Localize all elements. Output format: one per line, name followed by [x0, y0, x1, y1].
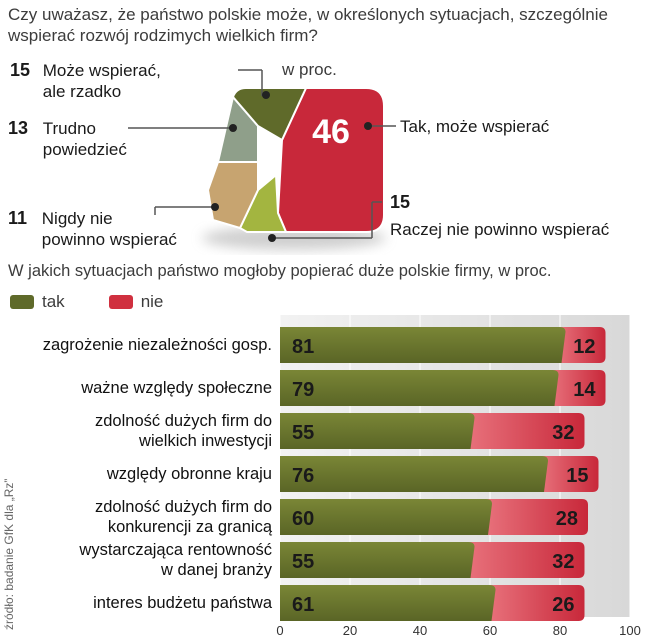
bar-nie: [550, 370, 606, 406]
pie-label-line: ale rzadko: [42, 82, 122, 101]
x-tick-label: 40: [413, 623, 427, 638]
pie-value-nigdy-nie: 11: [8, 208, 28, 228]
source-note: źródło: badanie GfK dla „Rz”: [2, 478, 16, 630]
pie-label-raczej-nie: 15 Raczej nie powinno wspierać: [390, 192, 609, 240]
bar-label-nie: 12: [573, 336, 595, 358]
leader-dot: [262, 91, 270, 99]
category-label-line: wielkich inwestycji: [139, 432, 272, 450]
pie-slice-tak: [276, 87, 385, 233]
category-label-line: w danej branży: [161, 561, 272, 579]
pie-label-line: Raczej nie powinno wspierać: [390, 220, 610, 239]
category-label: interes budżetu państwa: [6, 593, 272, 613]
pie-chart: 46: [128, 69, 396, 250]
bar-tak: [280, 542, 475, 578]
bar-nie: [466, 413, 585, 449]
pie-label-line: Trudno: [42, 119, 96, 138]
category-label: względy obronne kraju: [6, 464, 272, 484]
category-label-line: względy obronne kraju: [106, 465, 272, 483]
bar-nie: [557, 327, 606, 363]
bar-nie: [540, 456, 599, 492]
pie-label-line: powiedzieć: [42, 140, 127, 159]
pie-slice-moze-rzadko: [231, 87, 308, 142]
bar-label-nie: 15: [566, 465, 588, 487]
category-label-line: zagrożenie niezależności gosp.: [42, 336, 272, 354]
pie-value-tak: 46: [312, 113, 350, 151]
pie-label-tak: Tak, może wspierać: [400, 117, 550, 136]
pie-label-moze-rzadko: 15 Może wspierać, ale rzadko: [10, 60, 161, 102]
bar-nie: [466, 542, 585, 578]
legend-swatch-tak: [10, 295, 34, 309]
pie-value-moze-rzadko: 15: [10, 60, 31, 80]
category-label: zagrożenie niezależności gosp.: [6, 335, 272, 355]
legend-swatch-nie: [108, 295, 133, 309]
legend-label-nie: nie: [140, 292, 164, 311]
bar-label-tak: 61: [292, 594, 314, 616]
bar-chart: 81 12 79 14 55 32 76 15 60 28 55 32 61 26 0 20 40 60 80 10…: [276, 315, 641, 638]
category-label-line: wystarczająca rentowność: [79, 541, 272, 559]
leader-dot: [211, 203, 219, 211]
bar-tak: [280, 585, 496, 621]
x-tick-label: 20: [343, 623, 357, 638]
bar-label-nie: 32: [552, 551, 574, 573]
bar-label-tak: 60: [292, 508, 314, 530]
legend: tak nie: [10, 292, 163, 312]
pie-label-line: Może wspierać,: [42, 61, 161, 80]
x-tick-label: 80: [553, 623, 567, 638]
leader-dot: [229, 124, 237, 132]
pie-unit: w proc.: [282, 60, 337, 79]
bar-label-tak: 79: [292, 379, 314, 401]
bar-tak: [280, 413, 475, 449]
bar-nie: [484, 499, 588, 535]
category-label-line: zdolność dużych firm do: [95, 412, 272, 430]
bar-tak: [280, 370, 559, 406]
pie-label-trudno: 13 Trudno powiedzieć: [8, 118, 127, 160]
category-label-line: interes budżetu państwa: [93, 594, 272, 612]
bar-label-nie: 14: [573, 379, 596, 401]
bar-label-tak: 55: [292, 422, 314, 444]
bar-tak: [280, 327, 566, 363]
pie-label-line: Nigdy nie: [41, 209, 113, 228]
bar-label-tak: 81: [292, 336, 314, 358]
bar-label-nie: 32: [552, 422, 574, 444]
category-label: zdolność dużych firm do konkurencji za gr…: [6, 497, 272, 537]
pie-value-trudno: 13: [8, 118, 29, 138]
leader-dot: [268, 234, 276, 242]
question-text: Czy uważasz, że państwo polskie może, w …: [8, 5, 608, 45]
bar-label-nie: 28: [556, 508, 578, 530]
bar-label-nie: 26: [552, 594, 574, 616]
category-label-line: konkurencji za granicą: [107, 518, 272, 536]
x-tick-label: 0: [276, 623, 283, 638]
category-label-line: zdolność dużych firm do: [95, 498, 272, 516]
bar-label-tak: 55: [292, 551, 314, 573]
category-label: ważne względy społeczne: [6, 378, 272, 398]
x-tick-label: 60: [483, 623, 497, 638]
legend-label-tak: tak: [42, 292, 65, 311]
pie-label-line: powinno wspierać: [41, 230, 177, 249]
category-label: wystarczająca rentowność w danej branży: [6, 540, 272, 580]
category-label-line: ważne względy społeczne: [81, 379, 272, 397]
bar-chart-title: W jakich sytuacjach państwo mogłoby popi…: [8, 262, 552, 280]
bar-nie: [487, 585, 585, 621]
leader-dot: [364, 122, 372, 130]
x-tick-label: 100: [619, 623, 641, 638]
pie-value-raczej-nie: 15: [390, 192, 411, 212]
category-label: zdolność dużych firm do wielkich inwestyc…: [6, 411, 272, 451]
bar-tak: [280, 499, 492, 535]
bar-label-tak: 76: [292, 465, 314, 487]
pie-label-nigdy-nie: 11 Nigdy nie powinno wspierać: [8, 208, 177, 250]
bar-tak: [280, 456, 548, 492]
